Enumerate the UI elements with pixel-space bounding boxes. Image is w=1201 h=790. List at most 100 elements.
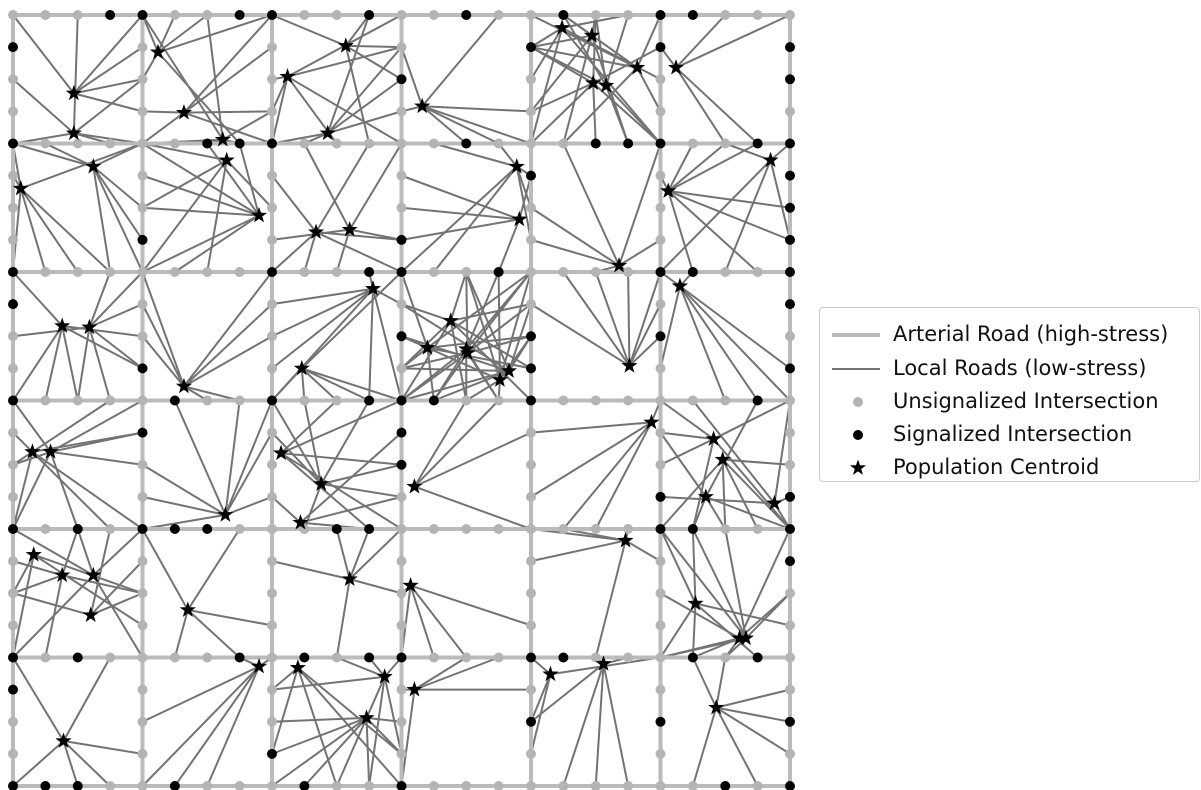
unsignalized-intersection [526,138,536,149]
local-road [345,14,370,47]
legend-item-local-roads: Local Roads (low-stress) [820,352,1199,386]
signalized-intersection-swatch [853,430,863,440]
local-road [628,335,662,367]
local-road [315,231,402,273]
unsignalized-intersection [396,202,407,213]
unsignalized-intersection [267,299,277,310]
local-road [508,303,532,372]
local-road [368,676,386,787]
local-road [327,110,402,135]
local-road [413,399,468,488]
local-road [300,368,306,401]
signalized-intersection [655,524,666,534]
local-road [20,142,143,190]
unsignalized-intersection [40,524,51,534]
local-road [142,665,260,723]
local-road [50,450,143,466]
unsignalized-intersection [623,781,634,790]
unsignalized-intersection [655,588,666,599]
population-centroid [419,339,436,355]
legend-label-local-roads: Local Roads (low-stress) [893,356,1147,380]
unsignalized-intersection [267,459,277,470]
local-road [31,451,144,530]
legend-item-signalized-intersection: Signalized Intersection [820,418,1199,452]
local-road [721,459,759,530]
signalized-intersection [785,781,795,790]
local-road [413,399,500,488]
local-road [326,46,403,134]
signalized-intersection [687,652,698,663]
unsignalized-intersection [202,395,213,406]
local-road [142,110,184,114]
unsignalized-intersection [655,170,666,181]
local-road [659,528,747,639]
unsignalized-intersection [493,652,504,663]
local-road [303,143,351,231]
population-centroid [85,158,102,174]
signalized-intersection [687,524,698,534]
unsignalized-intersection [558,524,569,534]
unsignalized-intersection [137,106,148,117]
local-road [421,105,500,145]
population-centroid [25,546,42,562]
local-road [49,451,79,530]
unsignalized-intersection [267,524,277,534]
signalized-intersection [169,524,180,534]
local-road [301,271,403,370]
unsignalized-intersection [623,267,634,277]
local-road [465,271,501,381]
unsignalized-intersection [493,10,504,20]
local-road [88,271,112,328]
signalized-intersection [526,170,536,181]
unsignalized-intersection [137,74,148,85]
local-road [530,27,563,80]
population-centroid [414,97,431,114]
local-road [592,14,597,84]
signalized-intersection [105,10,116,20]
local-road [299,431,403,524]
signalized-intersection [785,202,795,213]
local-road [12,560,63,577]
signalized-intersection [8,267,18,277]
local-road [142,495,226,516]
unsignalized-intersection [396,299,407,310]
local-road [92,166,112,273]
unsignalized-intersection [558,138,569,149]
population-centroids-layer [12,19,783,748]
signalized-intersection [687,10,698,20]
unsignalized-intersection [461,267,472,277]
local-road [410,584,532,627]
population-centroid [762,151,779,168]
local-road [400,320,452,402]
local-road [142,206,260,217]
local-road [530,46,638,69]
unsignalized-intersection [8,620,18,631]
unsignalized-intersection [785,652,795,663]
local-road [465,379,501,402]
local-road [678,285,727,401]
unsignalized-intersection [137,138,148,149]
signalized-intersection [72,652,83,663]
local-road [344,45,371,144]
signalized-intersection [396,74,407,85]
unsignalized-intersection [526,620,536,631]
unsignalized-intersection [785,620,795,631]
local-road [20,187,111,273]
unsignalized-intersection [8,331,18,342]
unsignalized-intersection [8,716,18,727]
signalized-intersection [234,652,245,663]
local-road [659,432,707,498]
signalized-intersection [234,138,245,149]
local-road [628,271,662,367]
population-centroid [54,317,71,333]
local-road [724,528,747,639]
unsignalized-intersection [623,652,634,663]
local-road [691,528,697,604]
signalized-intersection [137,363,148,374]
population-centroid [319,124,336,141]
signalized-intersection [169,395,180,406]
population-centroid [313,475,330,491]
local-road [271,717,368,787]
legend-label-signalized-intersection: Signalized Intersection [893,422,1133,446]
local-road [12,451,34,530]
